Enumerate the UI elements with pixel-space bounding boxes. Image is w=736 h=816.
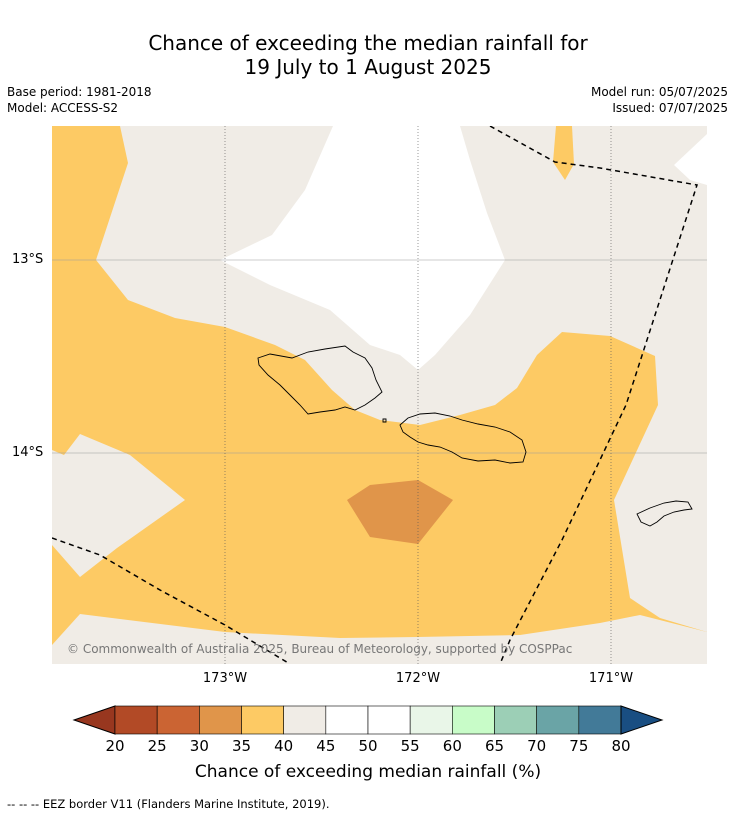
lon-label-173w: 173°W [202,671,248,686]
colorbar-box-35-40 [241,705,284,735]
colorbar-tick-70: 70 [527,737,547,755]
issued-text: Issued: 07/07/2025 [612,101,728,115]
colorbar-box-75-80 [578,705,622,735]
colorbar-tick-80: 80 [611,737,631,755]
lat-label-14s: 14°S [12,445,44,460]
colorbar-box-55-60 [409,705,453,735]
colorbar-tick-75: 75 [569,737,589,755]
region-40-45-west [52,434,185,577]
colorbar-box-40-45 [283,705,327,735]
base-period-text: Base period: 1981-2018 [7,85,152,99]
colorbar-high-arrow [620,705,664,735]
info-left: Base period: 1981-2018 Model: ACCESS-S2 [7,84,152,116]
colorbar-tick-20: 20 [105,737,125,755]
colorbar-tick-55: 55 [400,737,420,755]
colorbar-tick-25: 25 [147,737,167,755]
title-line-2: 19 July to 1 August 2025 [244,55,492,79]
region-45-55-corner [674,126,707,185]
savaii-island [257,345,383,415]
colorbar-tick-30: 30 [189,737,209,755]
apolima-islet [382,418,387,423]
colorbar-box-60-65 [452,705,495,735]
eez-border [489,126,698,664]
colorbar-box-50-55 [367,705,411,735]
colorbar-tick-40: 40 [274,737,294,755]
colorbar-tick-50: 50 [358,737,378,755]
colorbar-box-30-35 [199,705,242,735]
colorbar-tick-45: 45 [316,737,336,755]
region-45-55-north [220,126,505,370]
colorbar-box-65-70 [494,705,537,735]
lon-label-172w: 172°W [395,671,441,686]
region-30-35 [347,480,453,544]
colorbar-tick-35: 35 [231,737,252,755]
region-40-45-south [52,614,707,664]
colorbar-label: Chance of exceeding median rainfall (%) [194,762,542,782]
colorbar-low-arrow [72,705,116,735]
tutuila-island [636,500,693,527]
colorbar-box-45-50 [325,705,369,735]
colorbar-box-70-75 [536,705,580,735]
copyright-text: © Commonwealth of Australia 2025, Bureau… [67,642,573,656]
colorbar-box-20-25 [114,705,158,735]
region-35-40-spike [553,126,574,180]
model-run-text: Model run: 05/07/2025 [590,85,728,99]
lon-label-171w: 171°W [588,671,634,686]
colorbar-tick-60: 60 [442,737,462,755]
chart-title: Chance of exceeding the median rainfall … [0,31,736,79]
upolu-island [399,412,527,464]
eez-border-southwest [52,537,291,664]
colorbar-tick-65: 65 [484,737,505,755]
colorbar-boxes [114,705,622,735]
model-text: Model: ACCESS-S2 [7,101,119,115]
colorbar-box-25-30 [156,705,200,735]
info-right: Model run: 05/07/2025 Issued: 07/07/2025 [591,84,728,116]
map-area [52,126,707,664]
lat-label-13s: 13°S [12,252,44,267]
title-line-1: Chance of exceeding the median rainfall … [148,31,588,55]
colorbar [72,705,664,735]
eez-legend-note: -- -- -- EEZ border V11 (Flanders Marine… [7,797,330,811]
